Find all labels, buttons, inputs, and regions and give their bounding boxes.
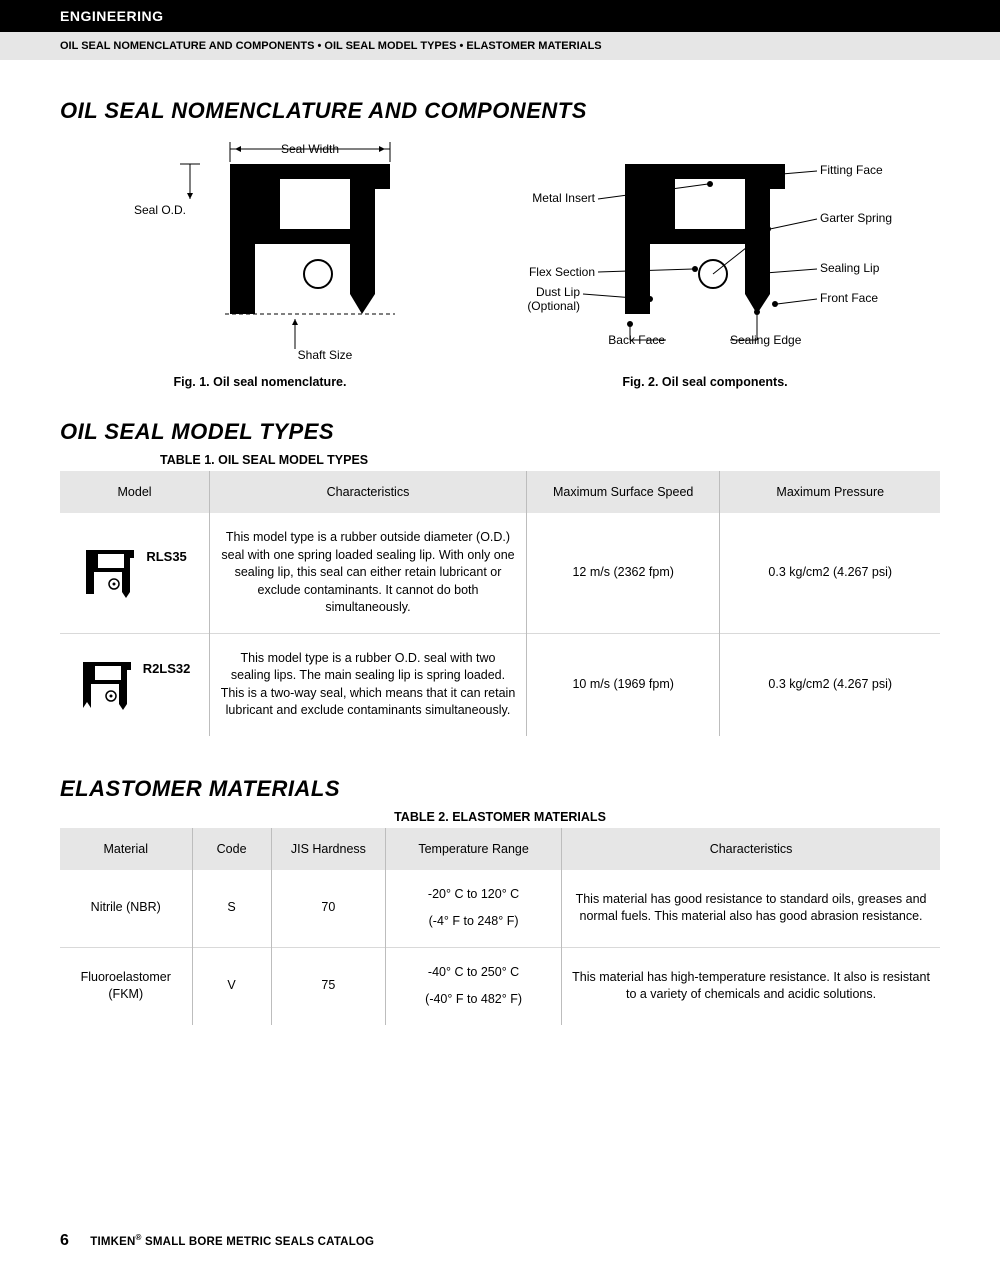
th-char: Characteristics [210, 471, 527, 513]
label-seal-width: Seal Width [281, 142, 339, 156]
fig1-svg: Seal Width Seal O.D. Shaft Size [100, 134, 420, 364]
th-press: Maximum Pressure [720, 471, 940, 513]
table1-title: TABLE 1. OIL SEAL MODEL TYPES [160, 453, 940, 467]
figures-row: Seal Width Seal O.D. Shaft Size Fig. 1. … [100, 134, 940, 389]
table-model-types: Model Characteristics Maximum Surface Sp… [60, 471, 940, 736]
figure-2: Metal Insert Flex Section Dust Lip (Opti… [480, 134, 930, 389]
cell-char: This material has good resistance to sta… [562, 870, 940, 948]
fig2-caption: Fig. 2. Oil seal components. [480, 375, 930, 389]
footer-catalog: TIMKEN® SMALL BORE METRIC SEALS CATALOG [90, 1236, 374, 1248]
table-row: Fluoroelastomer (FKM) V 75 -40° C to 250… [60, 947, 940, 1025]
heading-elastomer: ELASTOMER MATERIALS [60, 776, 940, 802]
model-icon-rls35 [82, 546, 138, 600]
th-code: Code [192, 828, 271, 870]
heading-nomenclature: OIL SEAL NOMENCLATURE AND COMPONENTS [60, 98, 940, 124]
table-elastomer: Material Code JIS Hardness Temperature R… [60, 828, 940, 1025]
th-speed: Maximum Surface Speed [526, 471, 720, 513]
cell-press: 0.3 kg/cm2 (4.267 psi) [720, 513, 940, 633]
table-row: RLS35 This model type is a rubber outsid… [60, 513, 940, 633]
cell-code: S [192, 870, 271, 948]
label-fitting-face: Fitting Face [820, 163, 883, 177]
cell-mat: Fluoroelastomer (FKM) [60, 947, 192, 1025]
cell-temp: -20° C to 120° C (-4° F to 248° F) [386, 870, 562, 948]
cell-speed: 10 m/s (1969 fpm) [526, 633, 720, 736]
header-section: ENGINEERING [0, 0, 1000, 32]
label-dust-lip: Dust Lip [536, 285, 580, 299]
model-icon-r2ls32 [79, 658, 135, 712]
th-char: Characteristics [562, 828, 940, 870]
table-row: R2LS32 This model type is a rubber O.D. … [60, 633, 940, 736]
fig2-svg: Metal Insert Flex Section Dust Lip (Opti… [480, 134, 930, 364]
heading-model-types: OIL SEAL MODEL TYPES [60, 419, 940, 445]
th-hard: JIS Hardness [271, 828, 385, 870]
cell-temp: -40° C to 250° C (-40° F to 482° F) [386, 947, 562, 1025]
cell-code: V [192, 947, 271, 1025]
page-number: 6 [60, 1232, 69, 1249]
label-sealing-lip: Sealing Lip [820, 261, 880, 275]
th-model: Model [60, 471, 210, 513]
label-metal-insert: Metal Insert [532, 191, 595, 205]
label-dust-lip-opt: (Optional) [527, 299, 580, 313]
cell-hard: 70 [271, 870, 385, 948]
label-front-face: Front Face [820, 291, 878, 305]
header-subtitle: OIL SEAL NOMENCLATURE AND COMPONENTS • O… [0, 32, 1000, 60]
cell-char: This model type is a rubber O.D. seal wi… [210, 633, 527, 736]
fig1-caption: Fig. 1. Oil seal nomenclature. [100, 375, 420, 389]
cell-press: 0.3 kg/cm2 (4.267 psi) [720, 633, 940, 736]
th-temp: Temperature Range [386, 828, 562, 870]
footer: 6 TIMKEN® SMALL BORE METRIC SEALS CATALO… [60, 1232, 374, 1250]
label-flex-section: Flex Section [529, 265, 595, 279]
cell-speed: 12 m/s (2362 fpm) [526, 513, 720, 633]
table-row: Nitrile (NBR) S 70 -20° C to 120° C (-4°… [60, 870, 940, 948]
cell-char: This model type is a rubber outside diam… [210, 513, 527, 633]
cell-hard: 75 [271, 947, 385, 1025]
label-garter-spring: Garter Spring [820, 211, 892, 225]
model-name: R2LS32 [143, 660, 191, 678]
cell-mat: Nitrile (NBR) [60, 870, 192, 948]
label-seal-od: Seal O.D. [134, 203, 186, 217]
figure-1: Seal Width Seal O.D. Shaft Size Fig. 1. … [100, 134, 420, 389]
table2-title: TABLE 2. ELASTOMER MATERIALS [60, 810, 940, 824]
model-name: RLS35 [146, 548, 186, 566]
label-shaft-size: Shaft Size [298, 348, 353, 362]
th-mat: Material [60, 828, 192, 870]
cell-char: This material has high-temperature resis… [562, 947, 940, 1025]
